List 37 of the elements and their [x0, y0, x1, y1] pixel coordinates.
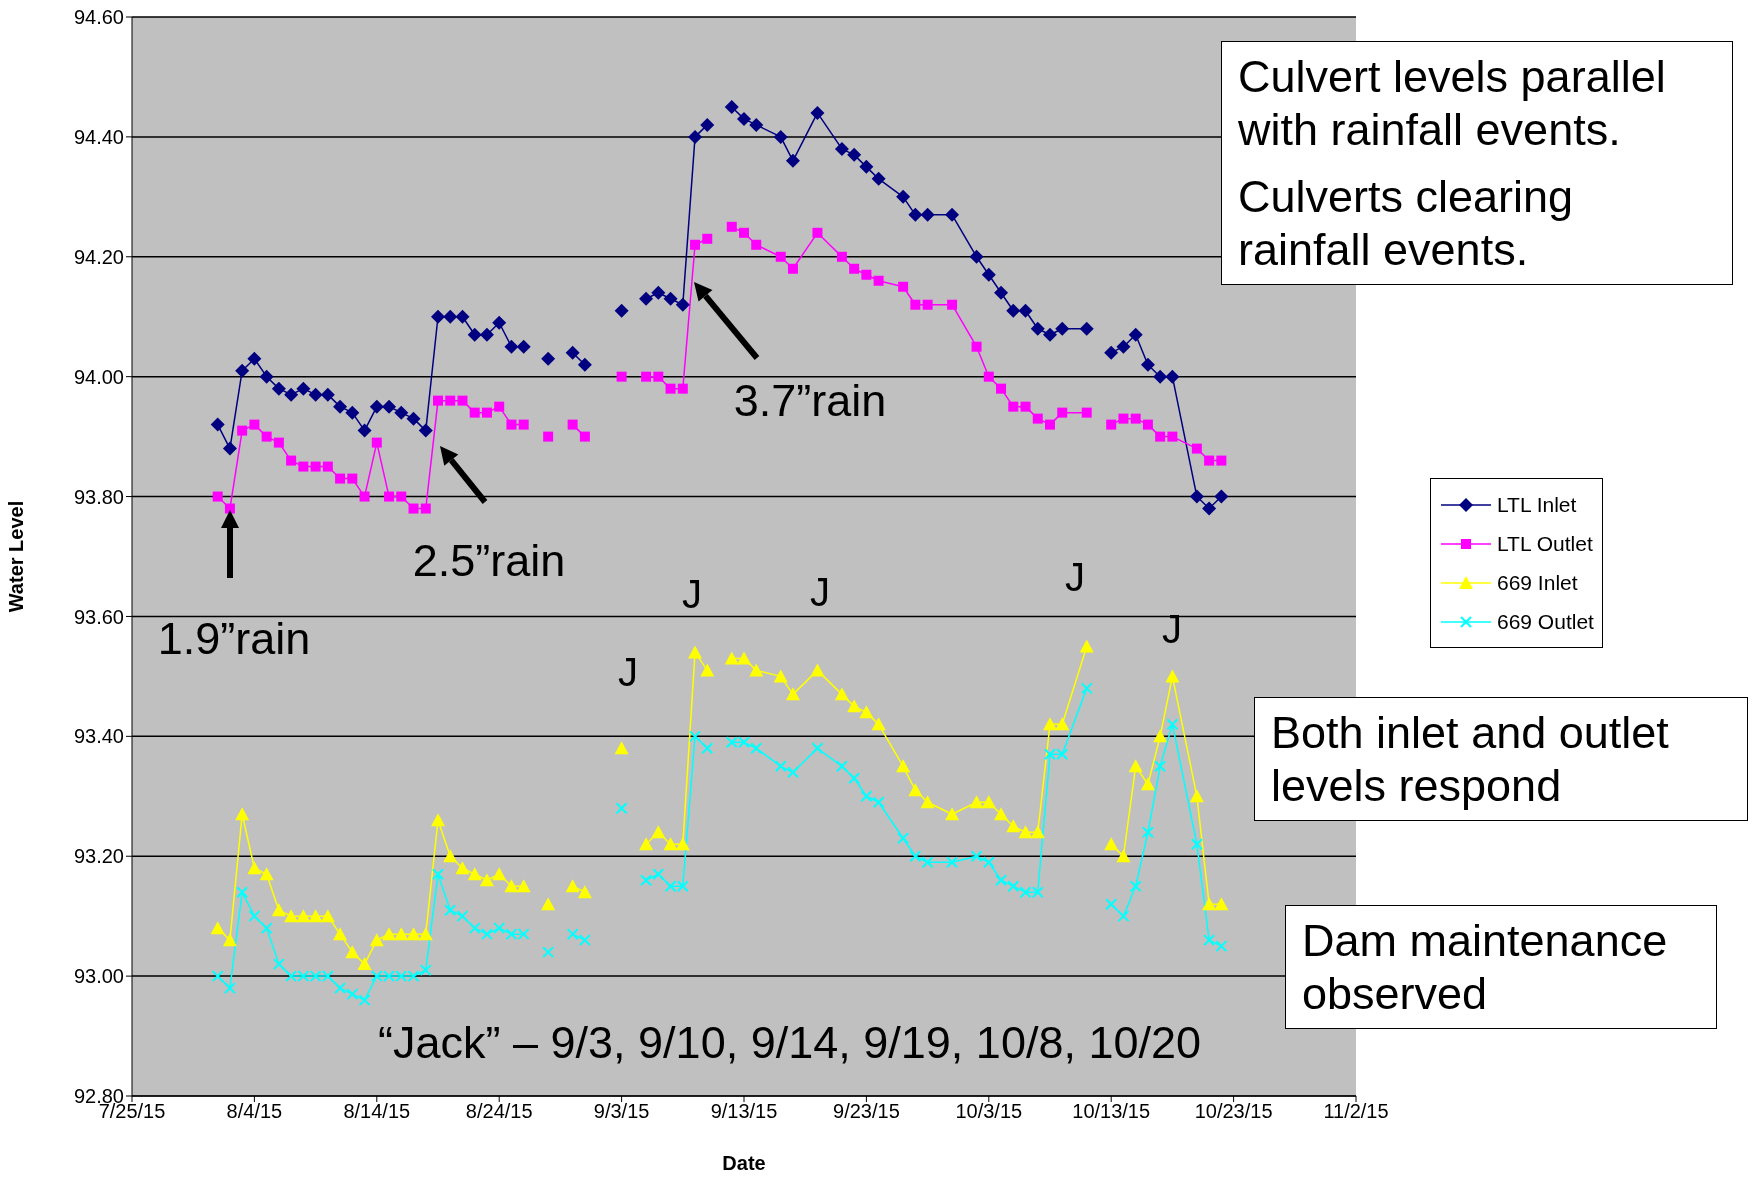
annotation: 3.7”rain: [733, 374, 887, 426]
annotation: J: [1065, 555, 1085, 599]
annotation: J: [618, 650, 638, 694]
x-tick-label: 9/3/15: [593, 1100, 650, 1123]
y-axis-title: Water Level: [5, 500, 28, 613]
legend-label: 669 Inlet: [1497, 570, 1578, 595]
x-tick-label: 11/2/15: [1323, 1100, 1389, 1123]
legend-label: LTL Inlet: [1497, 492, 1577, 517]
annotation: J: [810, 570, 830, 614]
y-tick-label: 93.20: [73, 845, 124, 868]
x-tick-label: 10/13/15: [1072, 1100, 1151, 1123]
y-tick-label: 93.80: [73, 485, 124, 508]
y-tick-label: 94.40: [73, 125, 124, 148]
y-tick-label: 93.60: [73, 605, 124, 628]
annotation: Culvert levels parallel with rainfall events.: [1238, 50, 1667, 157]
annotation: “Jack” – 9/3, 9/10, 9/14, 9/19, 10/8, 10/20: [378, 1016, 1202, 1070]
x-tick-label: 8/4/15: [226, 1100, 283, 1123]
y-tick-label: 93.00: [73, 965, 124, 988]
legend-label: 669 Outlet: [1497, 609, 1594, 634]
y-tick-label: 94.20: [73, 245, 124, 268]
x-tick-label: 9/23/15: [833, 1100, 900, 1123]
annotation: Dam maintenance observed: [1302, 914, 1669, 1021]
annotation: 2.5”rain: [412, 534, 566, 586]
x-tick-label: 10/23/15: [1194, 1100, 1273, 1123]
x-tick-label: 10/3/15: [955, 1100, 1023, 1123]
x-tick-label: 9/13/15: [710, 1100, 778, 1123]
annotation: J: [682, 572, 702, 616]
y-tick-label: 93.40: [73, 725, 124, 748]
y-tick-label: 94.60: [73, 6, 124, 29]
annotation: Both inlet and outlet levels respond: [1271, 706, 1670, 813]
x-tick-label: 8/24/15: [465, 1100, 533, 1123]
y-tick-label: 94.00: [73, 365, 124, 388]
legend-label: LTL Outlet: [1497, 531, 1593, 556]
annotation: Culverts clearing rainfall events.: [1238, 170, 1575, 277]
x-axis-title: Date: [722, 1152, 766, 1174]
x-tick-label: 8/14/15: [343, 1100, 411, 1123]
annotation: 1.9”rain: [157, 612, 311, 664]
